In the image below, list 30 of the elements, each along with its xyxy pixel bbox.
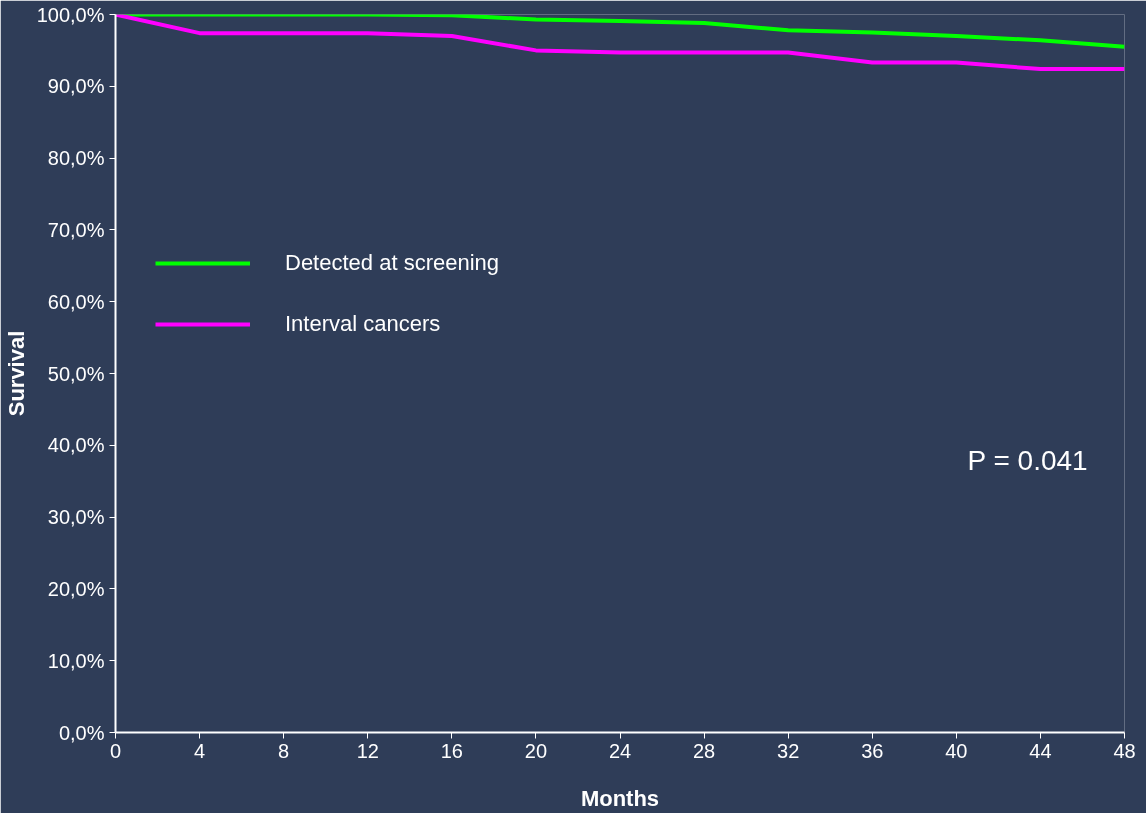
x-tick-label: 4 <box>194 739 206 762</box>
x-tick-label: 20 <box>524 739 548 762</box>
y-tick-label: 0,0% <box>58 721 105 744</box>
y-tick-label: 100,0% <box>36 3 105 26</box>
x-tick-label: 32 <box>777 739 800 762</box>
legend-label: Interval cancers <box>285 311 441 337</box>
annotation: P = 0.041 <box>967 445 1088 476</box>
x-tick-label: 36 <box>861 739 884 762</box>
x-tick-label: 12 <box>356 739 379 762</box>
y-tick-label: 40,0% <box>47 434 105 457</box>
x-tick-label: 40 <box>945 739 968 762</box>
legend-label: Detected at screening <box>285 250 500 276</box>
line-series <box>115 14 1125 72</box>
x-tick-label: 48 <box>1113 739 1136 762</box>
y-tick-label: 50,0% <box>47 362 105 385</box>
x-tick-label: 0 <box>109 739 122 762</box>
y-tick-label: 30,0% <box>47 506 105 529</box>
y-tick-label: 70,0% <box>47 218 105 241</box>
x-tick-label: 28 <box>692 739 716 762</box>
y-tick-label: 20,0% <box>47 577 105 600</box>
x-axis-title: Months <box>580 785 660 811</box>
y-tick-label: 80,0% <box>47 147 105 170</box>
x-tick-label: 16 <box>440 739 463 762</box>
y-tick-label: 60,0% <box>47 290 105 313</box>
x-tick-label: 44 <box>1029 739 1052 762</box>
x-tick-label: 24 <box>608 739 632 762</box>
y-tick-label: 10,0% <box>47 649 105 672</box>
y-tick-label: 90,0% <box>47 75 105 98</box>
x-tick-label: 8 <box>278 739 290 762</box>
y-axis-title: Survival <box>3 330 29 417</box>
